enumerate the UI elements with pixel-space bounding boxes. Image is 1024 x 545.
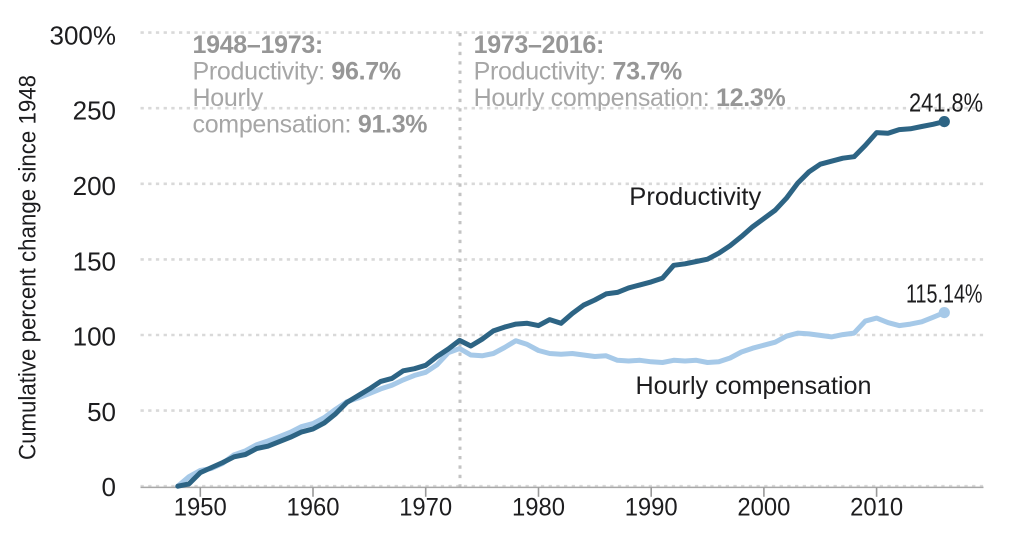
svg-text:1960: 1960 xyxy=(287,494,340,522)
svg-text:Cumulative percent change sinc: Cumulative percent change since 1948 xyxy=(15,75,42,460)
svg-text:200: 200 xyxy=(73,171,116,201)
svg-text:300%: 300% xyxy=(50,20,117,50)
svg-text:150: 150 xyxy=(73,246,116,276)
svg-text:1950: 1950 xyxy=(174,494,227,522)
svg-text:Productivity: 73.7%: Productivity: 73.7% xyxy=(474,58,682,86)
svg-text:2000: 2000 xyxy=(737,494,790,522)
svg-text:2010: 2010 xyxy=(850,494,903,522)
svg-text:0: 0 xyxy=(102,472,116,502)
svg-text:Productivity: Productivity xyxy=(629,183,762,211)
svg-text:50: 50 xyxy=(87,397,116,427)
svg-text:compensation: 91.3%: compensation: 91.3% xyxy=(193,110,428,138)
svg-text:100: 100 xyxy=(73,322,116,352)
svg-text:Productivity: 96.7%: Productivity: 96.7% xyxy=(193,58,401,86)
svg-text:250: 250 xyxy=(73,96,116,126)
svg-text:1990: 1990 xyxy=(625,494,678,522)
svg-text:1948–1973:: 1948–1973: xyxy=(193,31,323,59)
svg-text:115.14%: 115.14% xyxy=(906,279,983,309)
svg-text:1970: 1970 xyxy=(399,494,452,522)
svg-text:Hourly compensation: 12.3%: Hourly compensation: 12.3% xyxy=(474,84,786,112)
svg-text:Hourly: Hourly xyxy=(193,84,264,112)
svg-text:1973–2016:: 1973–2016: xyxy=(474,31,604,59)
svg-text:1980: 1980 xyxy=(512,494,565,522)
svg-text:Hourly compensation: Hourly compensation xyxy=(636,372,872,400)
svg-text:241.8%: 241.8% xyxy=(909,88,983,118)
